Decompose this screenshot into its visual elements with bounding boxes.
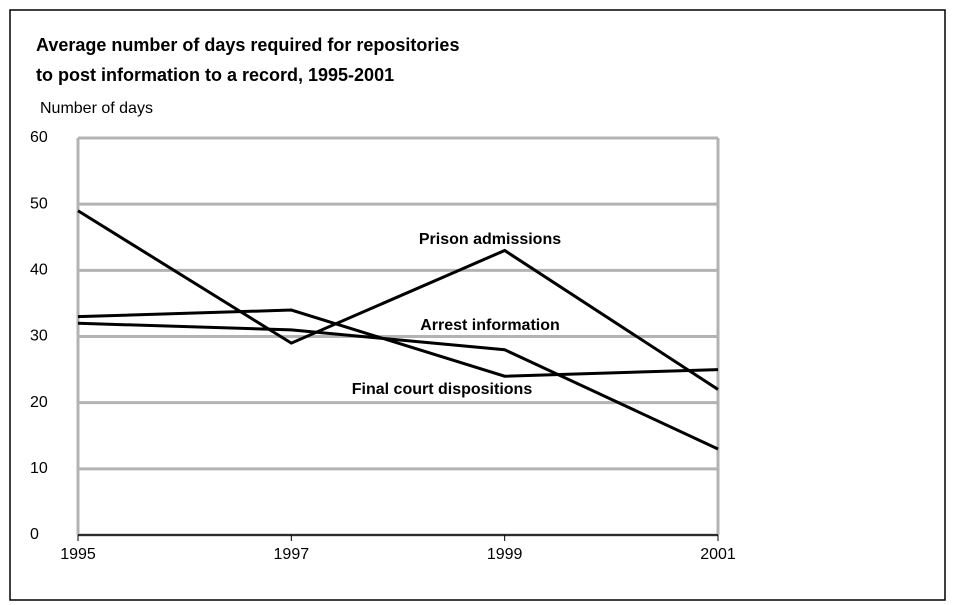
series-line: [77, 209, 719, 391]
chart-title: to post information to a record, 1995-20…: [36, 65, 394, 85]
y-tick-label: 40: [30, 262, 48, 279]
y-tick-label: 20: [30, 394, 48, 411]
y-tick-label: 0: [30, 526, 39, 543]
y-tick-label: 10: [30, 460, 48, 477]
y-axis-label: Number of days: [40, 100, 153, 117]
x-tick-label: 1995: [60, 546, 96, 563]
series-label: Arrest information: [420, 317, 560, 334]
x-tick-label: 2001: [700, 546, 736, 563]
series-label: Final court dispositions: [352, 381, 533, 398]
x-tick-label: 1997: [274, 546, 310, 563]
series-label: Prison admissions: [419, 231, 561, 248]
frame: [9, 9, 946, 601]
y-tick-label: 50: [30, 195, 48, 212]
series-line: [77, 321, 719, 451]
y-tick-label: 60: [30, 129, 48, 146]
series-line: [77, 308, 719, 378]
y-tick-label: 30: [30, 328, 48, 345]
x-tick-label: 1999: [487, 546, 523, 563]
chart-title: Average number of days required for repo…: [36, 35, 459, 55]
